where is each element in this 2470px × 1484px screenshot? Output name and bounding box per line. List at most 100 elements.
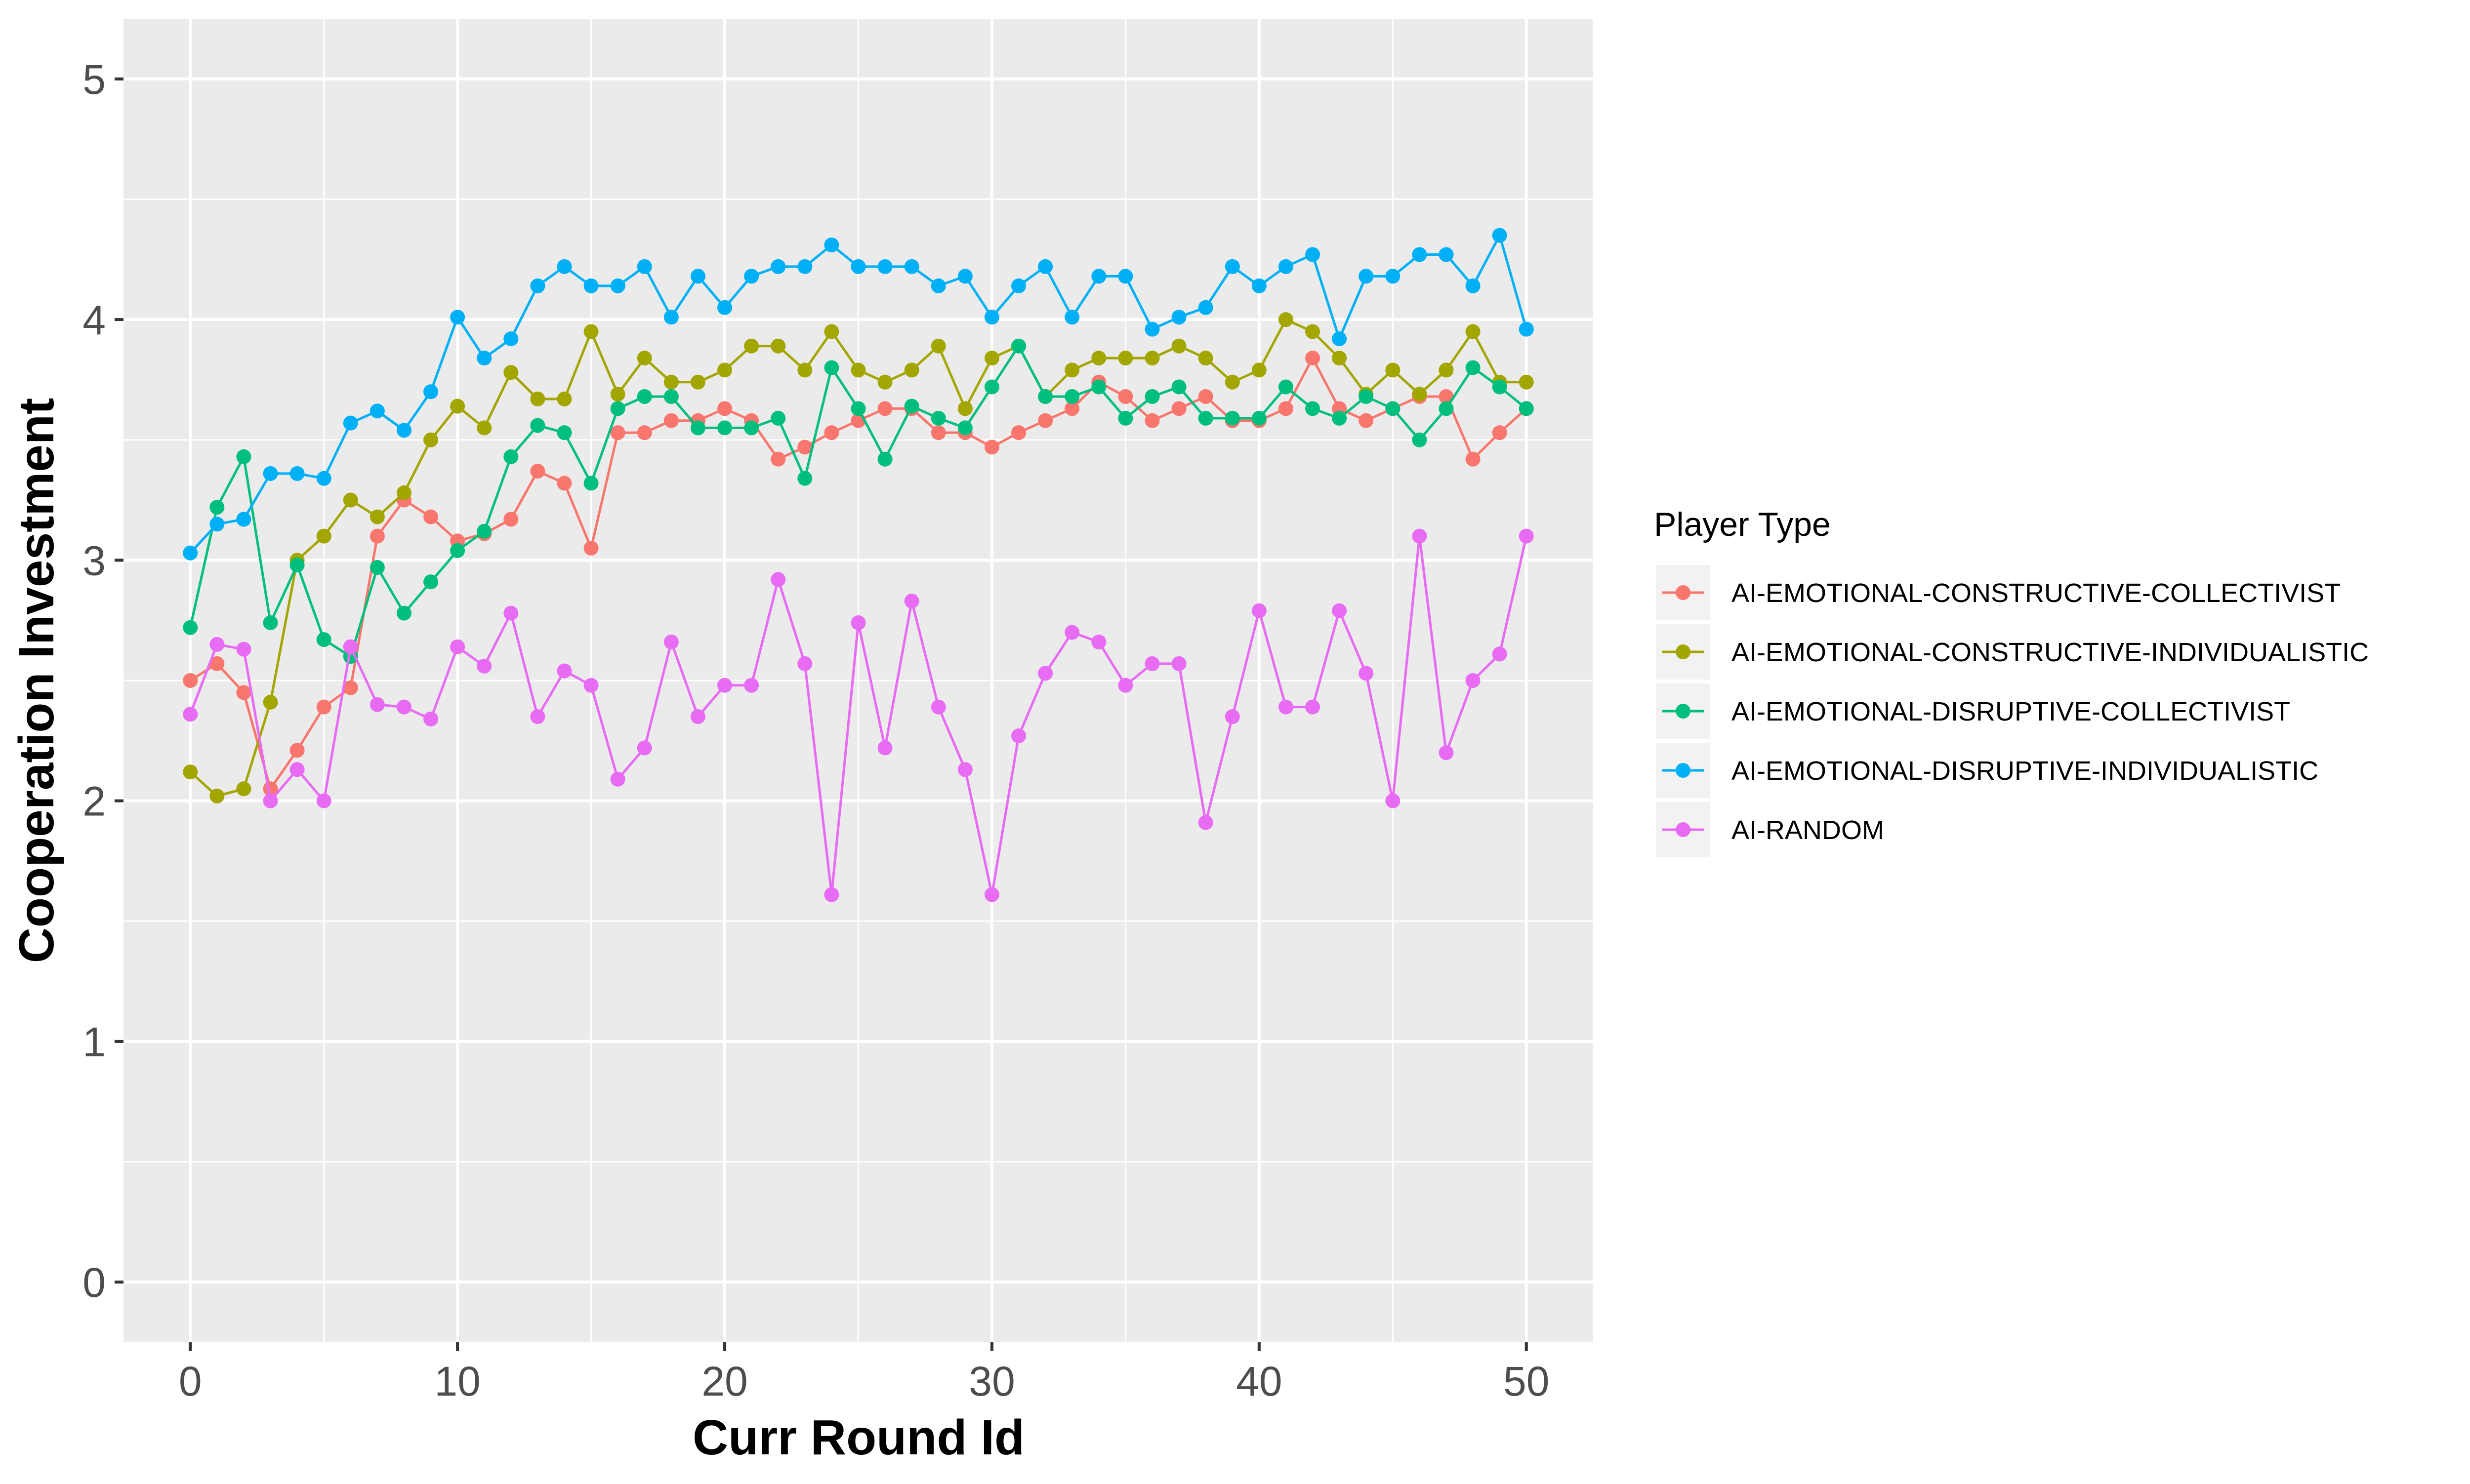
data-point [1358, 666, 1374, 681]
data-point [450, 543, 465, 558]
data-point [637, 351, 652, 366]
data-point [957, 269, 973, 284]
legend-label: AI-EMOTIONAL-CONSTRUCTIVE-INDIVIDUALISTI… [1731, 638, 2369, 667]
data-point [503, 449, 519, 464]
data-point [1465, 360, 1481, 375]
data-point [530, 464, 545, 479]
data-point [1225, 410, 1240, 426]
data-point [717, 678, 733, 693]
data-point [370, 528, 385, 544]
data-point [824, 324, 839, 339]
y-tick-label: 3 [82, 537, 106, 584]
data-point [423, 574, 439, 590]
data-point [1038, 666, 1053, 681]
data-point [717, 420, 733, 436]
data-point [1171, 310, 1187, 325]
data-point [1065, 310, 1080, 325]
data-point [1278, 312, 1293, 327]
data-point [824, 425, 839, 441]
data-point [1492, 646, 1507, 662]
data-point [984, 310, 999, 325]
data-point [450, 310, 465, 325]
x-tick-label: 40 [1236, 1358, 1282, 1404]
y-axis-title: Cooperation Investment [9, 398, 64, 963]
data-point [503, 605, 519, 621]
data-point [1011, 728, 1027, 744]
data-point [530, 391, 545, 406]
data-point [1145, 351, 1160, 366]
data-point [1278, 259, 1293, 274]
legend-label: AI-RANDOM [1731, 815, 1884, 845]
data-point [1251, 278, 1267, 293]
data-point [263, 793, 278, 808]
data-point [904, 399, 919, 414]
data-point [183, 673, 198, 688]
data-point [289, 558, 305, 573]
data-point [744, 678, 759, 693]
legend-item: AI-EMOTIONAL-CONSTRUCTIVE-INDIVIDUALISTI… [1656, 624, 2369, 680]
data-point [610, 401, 625, 416]
data-point [851, 401, 866, 416]
data-point [1305, 247, 1320, 262]
data-point [1091, 379, 1107, 395]
data-point [1011, 338, 1027, 354]
data-point [1385, 269, 1400, 284]
legend-label: AI-EMOTIONAL-CONSTRUCTIVE-COLLECTIVIST [1731, 578, 2341, 608]
legend-key-point [1676, 822, 1690, 837]
data-point [530, 418, 545, 433]
data-point [503, 365, 519, 380]
data-point [343, 492, 358, 508]
data-point [1519, 374, 1534, 390]
data-point [717, 401, 733, 416]
data-point [690, 374, 705, 390]
data-point [797, 656, 813, 671]
data-point [209, 656, 225, 671]
data-point [663, 389, 679, 404]
data-point [1038, 259, 1053, 274]
series-2 [183, 338, 1534, 664]
data-point [1038, 413, 1053, 428]
legend-label: AI-EMOTIONAL-DISRUPTIVE-INDIVIDUALISTIC [1731, 756, 2318, 786]
data-point [1305, 699, 1320, 715]
x-tick-label: 0 [179, 1358, 202, 1404]
data-point [1011, 278, 1027, 293]
data-point [877, 401, 893, 416]
data-point [423, 711, 439, 726]
data-point [1225, 259, 1240, 274]
data-point [1439, 247, 1454, 262]
legend-items: AI-EMOTIONAL-CONSTRUCTIVE-COLLECTIVIST AI… [1656, 565, 2369, 857]
data-point [1198, 300, 1213, 315]
data-point [931, 410, 946, 426]
legend-item: AI-RANDOM [1656, 802, 1884, 857]
data-point [771, 572, 786, 587]
data-point [183, 545, 198, 561]
y-tick-label: 1 [82, 1019, 106, 1065]
data-point [1332, 603, 1347, 618]
data-point [450, 639, 465, 654]
data-point [1519, 321, 1534, 337]
data-point [1198, 410, 1213, 426]
data-point [289, 762, 305, 777]
data-point [637, 259, 652, 274]
series-3 [183, 228, 1534, 561]
data-point [1385, 793, 1400, 808]
data-point [1118, 351, 1133, 366]
data-point [1065, 401, 1080, 416]
data-point [1439, 389, 1454, 404]
data-point [557, 391, 572, 406]
data-point [717, 362, 733, 378]
data-point [316, 471, 331, 486]
data-point [744, 338, 759, 354]
data-point [1305, 351, 1320, 366]
data-point [1332, 410, 1347, 426]
x-axis-title: Curr Round Id [693, 1410, 1025, 1465]
data-point [396, 699, 412, 715]
x-tick-label: 20 [701, 1358, 747, 1404]
data-point [904, 259, 919, 274]
data-point [477, 351, 492, 366]
data-point [1305, 401, 1320, 416]
data-point [877, 451, 893, 467]
data-point [931, 425, 946, 441]
data-point [1118, 678, 1133, 693]
data-point [1278, 401, 1293, 416]
